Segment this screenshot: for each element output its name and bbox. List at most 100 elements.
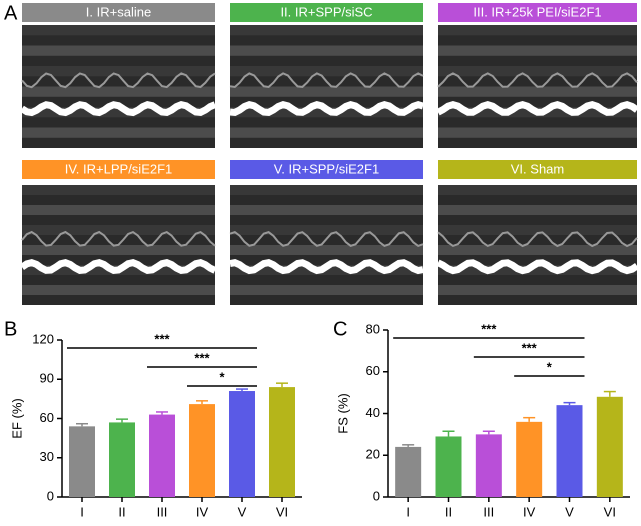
- x-tick-label: V: [238, 504, 247, 519]
- bar: [395, 446, 422, 497]
- x-tick-label: I: [80, 504, 84, 519]
- y-tick-label: 20: [366, 447, 380, 462]
- image-label: I. IR+saline: [86, 4, 151, 19]
- echo-band: [230, 45, 423, 56]
- echo-band: [22, 66, 215, 77]
- echo-band: [230, 66, 423, 77]
- echo-band: [438, 185, 637, 195]
- echo-wall: [229, 259, 424, 275]
- significance-label: ***: [522, 340, 538, 355]
- x-tick-label: I: [406, 504, 410, 519]
- echo-wall: [437, 231, 638, 248]
- image-label: V. IR+SPP/siE2F1: [274, 161, 379, 176]
- echo-wall: [21, 72, 216, 89]
- echo-band: [22, 225, 215, 235]
- echo-wall: [437, 72, 638, 88]
- image-label-bg: [230, 3, 423, 22]
- y-tick-label: 40: [366, 405, 380, 420]
- x-tick-label: II: [118, 504, 125, 519]
- significance-label: ***: [154, 331, 170, 346]
- echo-band: [438, 25, 637, 36]
- bar: [109, 422, 135, 497]
- echo-wall: [229, 100, 424, 116]
- echo-band: [230, 127, 423, 138]
- echo-band: [230, 205, 423, 215]
- y-tick-label: 60: [40, 410, 54, 425]
- bar: [269, 387, 295, 497]
- y-tick-label: 80: [366, 321, 380, 336]
- image-label-bg: [22, 160, 215, 179]
- echo-band: [438, 45, 637, 56]
- echo-band: [438, 225, 637, 235]
- bar: [516, 421, 543, 497]
- significance-label: ***: [194, 350, 210, 365]
- image-label: III. IR+25k PEI/siE2F1: [473, 4, 601, 19]
- y-tick-label: 90: [40, 371, 54, 386]
- echo-band: [438, 265, 637, 275]
- echo-band: [230, 285, 423, 295]
- echo-band: [22, 185, 215, 195]
- y-axis-label: FS (%): [335, 393, 350, 433]
- image-label-bg: [438, 3, 637, 22]
- y-tick-label: 0: [373, 488, 380, 503]
- x-tick-label: III: [483, 504, 494, 519]
- echo-wall: [436, 100, 639, 116]
- bar: [189, 404, 215, 497]
- x-tick-label: VI: [276, 504, 288, 519]
- panel-label: C: [333, 318, 347, 340]
- bar: [229, 391, 255, 497]
- bar: [149, 414, 175, 497]
- y-axis-label: EF (%): [9, 398, 24, 438]
- echo-band: [438, 245, 637, 255]
- significance-label: *: [219, 369, 225, 384]
- image-label-bg: [22, 3, 215, 22]
- echo-band: [22, 45, 215, 56]
- echo-band: [22, 127, 215, 138]
- echo-band: [22, 25, 215, 36]
- echo-wall: [21, 230, 216, 247]
- bar: [435, 436, 462, 497]
- echo-band: [230, 225, 423, 235]
- y-tick-label: 120: [32, 331, 54, 346]
- x-tick-label: IV: [523, 504, 536, 519]
- echo-wall: [20, 258, 217, 275]
- echo-band: [438, 66, 637, 77]
- x-tick-label: IV: [196, 504, 209, 519]
- echo-band: [22, 86, 215, 97]
- image-label: IV. IR+LPP/siE2F1: [65, 161, 173, 176]
- panel-label: B: [4, 318, 17, 340]
- echo-wall: [229, 231, 424, 248]
- echo-band: [438, 205, 637, 215]
- echo-band: [438, 86, 637, 97]
- echo-wall: [436, 259, 639, 275]
- bar: [556, 405, 583, 497]
- echo-band: [230, 86, 423, 97]
- image-label: VI. Sham: [511, 161, 564, 176]
- x-tick-label: VI: [604, 504, 616, 519]
- echo-band: [22, 245, 215, 255]
- x-tick-label: III: [157, 504, 168, 519]
- echo-band: [22, 205, 215, 215]
- echo-band: [22, 285, 215, 295]
- significance-label: *: [547, 359, 553, 374]
- echo-band: [438, 127, 637, 138]
- x-tick-label: II: [445, 504, 452, 519]
- image-label: II. IR+SPP/siSC: [280, 4, 372, 19]
- panel-label: A: [4, 2, 18, 24]
- significance-label: ***: [481, 321, 497, 336]
- echo-wall: [20, 101, 217, 117]
- y-tick-label: 0: [47, 488, 54, 503]
- image-label-bg: [438, 160, 637, 179]
- bar: [69, 426, 95, 497]
- x-tick-label: V: [565, 504, 574, 519]
- image-label-bg: [230, 160, 423, 179]
- y-tick-label: 60: [366, 363, 380, 378]
- bar: [475, 434, 502, 497]
- bar: [596, 396, 623, 497]
- echo-band: [230, 25, 423, 36]
- echo-band: [230, 185, 423, 195]
- echo-band: [230, 245, 423, 255]
- echo-band: [22, 107, 215, 118]
- y-tick-label: 30: [40, 449, 54, 464]
